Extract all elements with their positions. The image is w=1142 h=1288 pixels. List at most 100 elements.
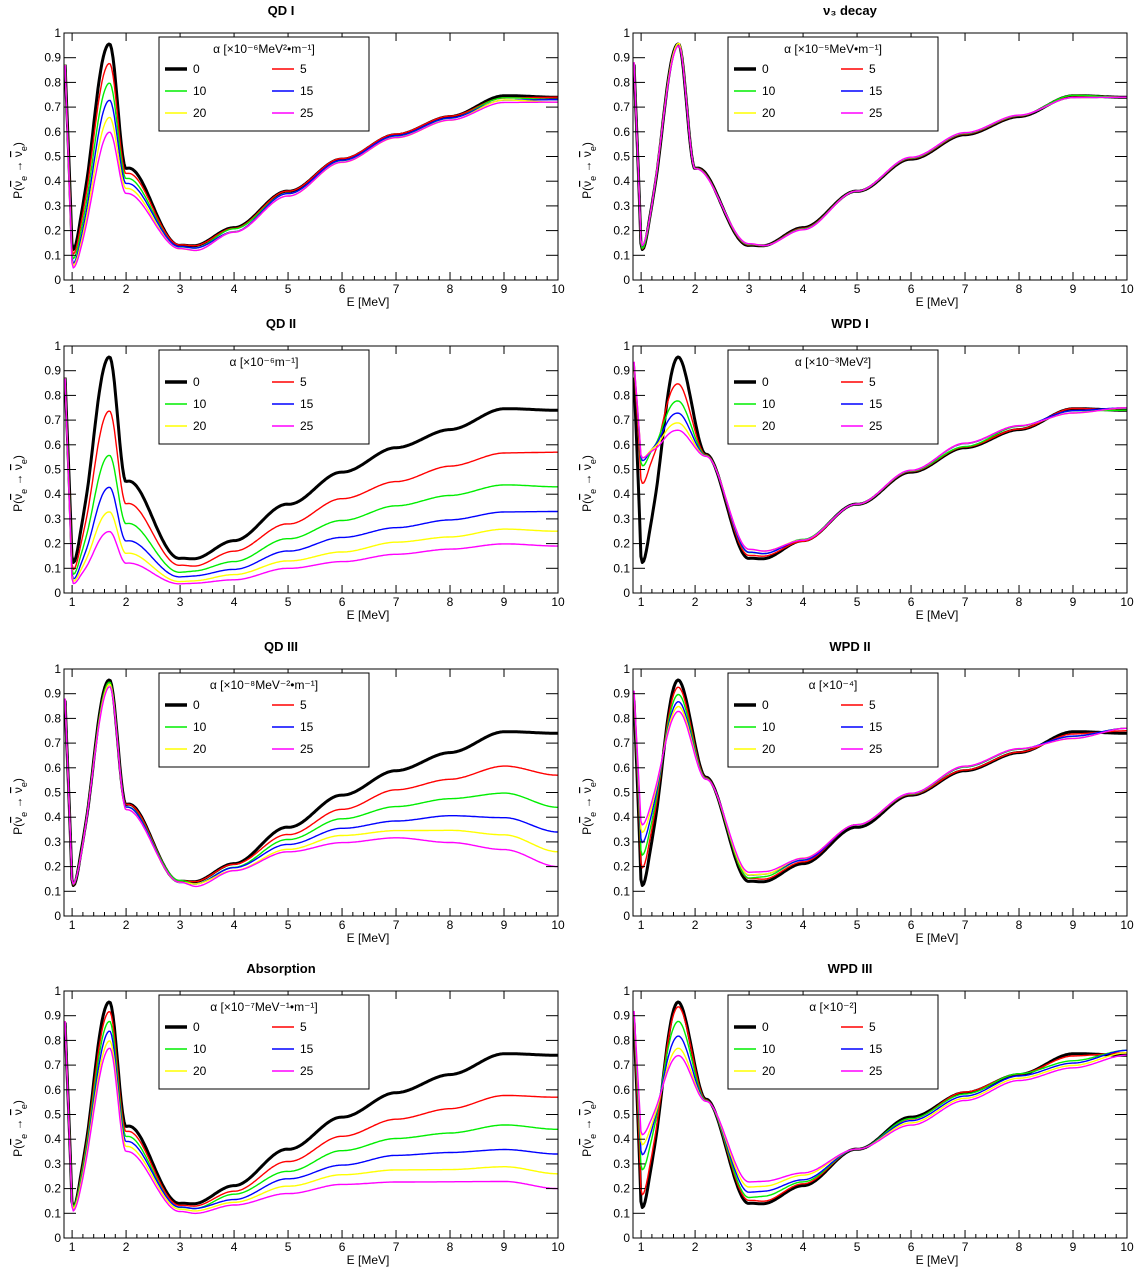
legend-label: 15 [300,1042,314,1056]
panel-title: ν₃ decay [823,3,877,18]
x-tick-label: 9 [501,1240,508,1254]
y-tick-label: 0.7 [613,413,630,427]
x-tick-label: 3 [746,595,753,609]
legend-label: 25 [869,106,883,120]
x-tick-label: 3 [746,918,753,932]
x-axis-label: E [MeV] [347,1253,390,1267]
legend-label: 25 [869,1064,883,1078]
x-tick-label: 1 [638,918,645,932]
panel-title: QD III [264,639,298,654]
y-tick-label: 0.1 [613,248,630,262]
x-tick-label: 4 [231,1240,238,1254]
series-lines [632,1000,1128,1209]
y-tick-label: 1 [54,984,61,998]
legend-label: 20 [762,1064,776,1078]
y-tick-label: 0.1 [44,248,61,262]
x-tick-label: 10 [551,595,565,609]
x-tick-label: 4 [231,595,238,609]
y-tick-label: 0.6 [44,761,61,775]
y-tick-label: 0.6 [44,125,61,139]
series-line-15 [64,683,558,885]
y-tick-label: 0.3 [613,1157,630,1171]
y-tick-label: 0 [623,586,630,600]
x-tick-label: 3 [177,282,184,296]
x-tick-label: 6 [908,595,915,609]
y-tick-label: 0.2 [613,224,630,238]
legend-title: α [×10⁻³MeV²] [795,355,871,369]
y-tick-label: 0.1 [613,561,630,575]
x-tick-label: 1 [638,595,645,609]
x-tick-label: 6 [339,1240,346,1254]
y-tick-label: 0.7 [613,1058,630,1072]
legend-label: 10 [762,397,776,411]
legend-label: 0 [762,1020,769,1034]
legend-title: α [×10⁻⁷MeV⁻¹•m⁻¹] [210,1000,318,1014]
panel-title: WPD III [828,961,873,976]
x-tick-label: 9 [501,918,508,932]
x-tick-label: 3 [746,1240,753,1254]
x-tick-label: 8 [447,1240,454,1254]
y-tick-label: 0.3 [44,1157,61,1171]
legend-label: 10 [193,720,207,734]
y-tick-label: 0.4 [613,1132,630,1146]
x-tick-label: 1 [638,1240,645,1254]
legend-label: 5 [869,375,876,389]
legend-label: 20 [193,1064,207,1078]
x-axis-label: E [MeV] [916,931,959,945]
series-line-5 [64,377,558,571]
series-line-0 [63,355,559,564]
x-tick-label: 2 [692,1240,699,1254]
y-tick-label: 0 [623,273,630,287]
x-tick-label: 7 [393,918,400,932]
y-tick-label: 0.5 [613,463,630,477]
y-tick-label: 0.9 [44,51,61,65]
panel-title: Absorption [246,961,315,976]
x-tick-label: 5 [285,1240,292,1254]
legend-label: 0 [762,62,769,76]
x-tick-label: 7 [393,595,400,609]
legend-label: 0 [193,62,200,76]
y-tick-label: 0.5 [613,1108,630,1122]
panel-6: WPD II1 2 3 4 5 6 7 8 9 1000.10.20.30.40.50.60.70… [580,639,1134,945]
legend-label: 10 [762,1042,776,1056]
series-line-15 [64,64,558,264]
legend-label: 10 [193,397,207,411]
series-lines [63,678,559,888]
legend-label: 10 [193,84,207,98]
y-tick-label: 0.3 [44,199,61,213]
series-line-25 [633,45,1127,247]
x-tick-label: 7 [962,282,969,296]
legend-label: 25 [300,742,314,756]
y-tick-label: 0.7 [44,736,61,750]
legend-label: 15 [300,397,314,411]
y-tick-label: 0.6 [44,1083,61,1097]
x-axis-label: E [MeV] [347,295,390,309]
y-tick-label: 0.5 [613,786,630,800]
y-tick-label: 0 [54,273,61,287]
legend-label: 15 [869,720,883,734]
y-tick-label: 0.9 [44,687,61,701]
x-tick-label: 9 [501,595,508,609]
x-tick-label: 10 [1120,282,1134,296]
x-tick-label: 7 [962,918,969,932]
legend-label: 25 [300,106,314,120]
legend-box [158,672,370,768]
y-tick-label: 0 [54,909,61,923]
y-tick-label: 0.5 [44,786,61,800]
y-tick-label: 0.9 [44,364,61,378]
y-axis-label: P(νe → νe) [580,142,598,199]
y-tick-label: 0.6 [613,1083,630,1097]
legend: α [×10⁻³MeV²] 0 5 10 15 20 25 [727,349,939,445]
legend-label: 15 [869,1042,883,1056]
panel-title: QD I [268,3,295,18]
x-tick-label: 10 [551,918,565,932]
x-tick-label: 5 [285,918,292,932]
y-tick-label: 0.4 [44,810,61,824]
legend: α [×10⁻²] 0 5 10 15 20 25 [727,994,939,1090]
legend-box [727,672,939,768]
panel-3: QD II1 2 3 4 5 6 7 8 9 1000.10.20.30.40.50.60.70.… [11,316,565,622]
legend-label: 20 [762,106,776,120]
